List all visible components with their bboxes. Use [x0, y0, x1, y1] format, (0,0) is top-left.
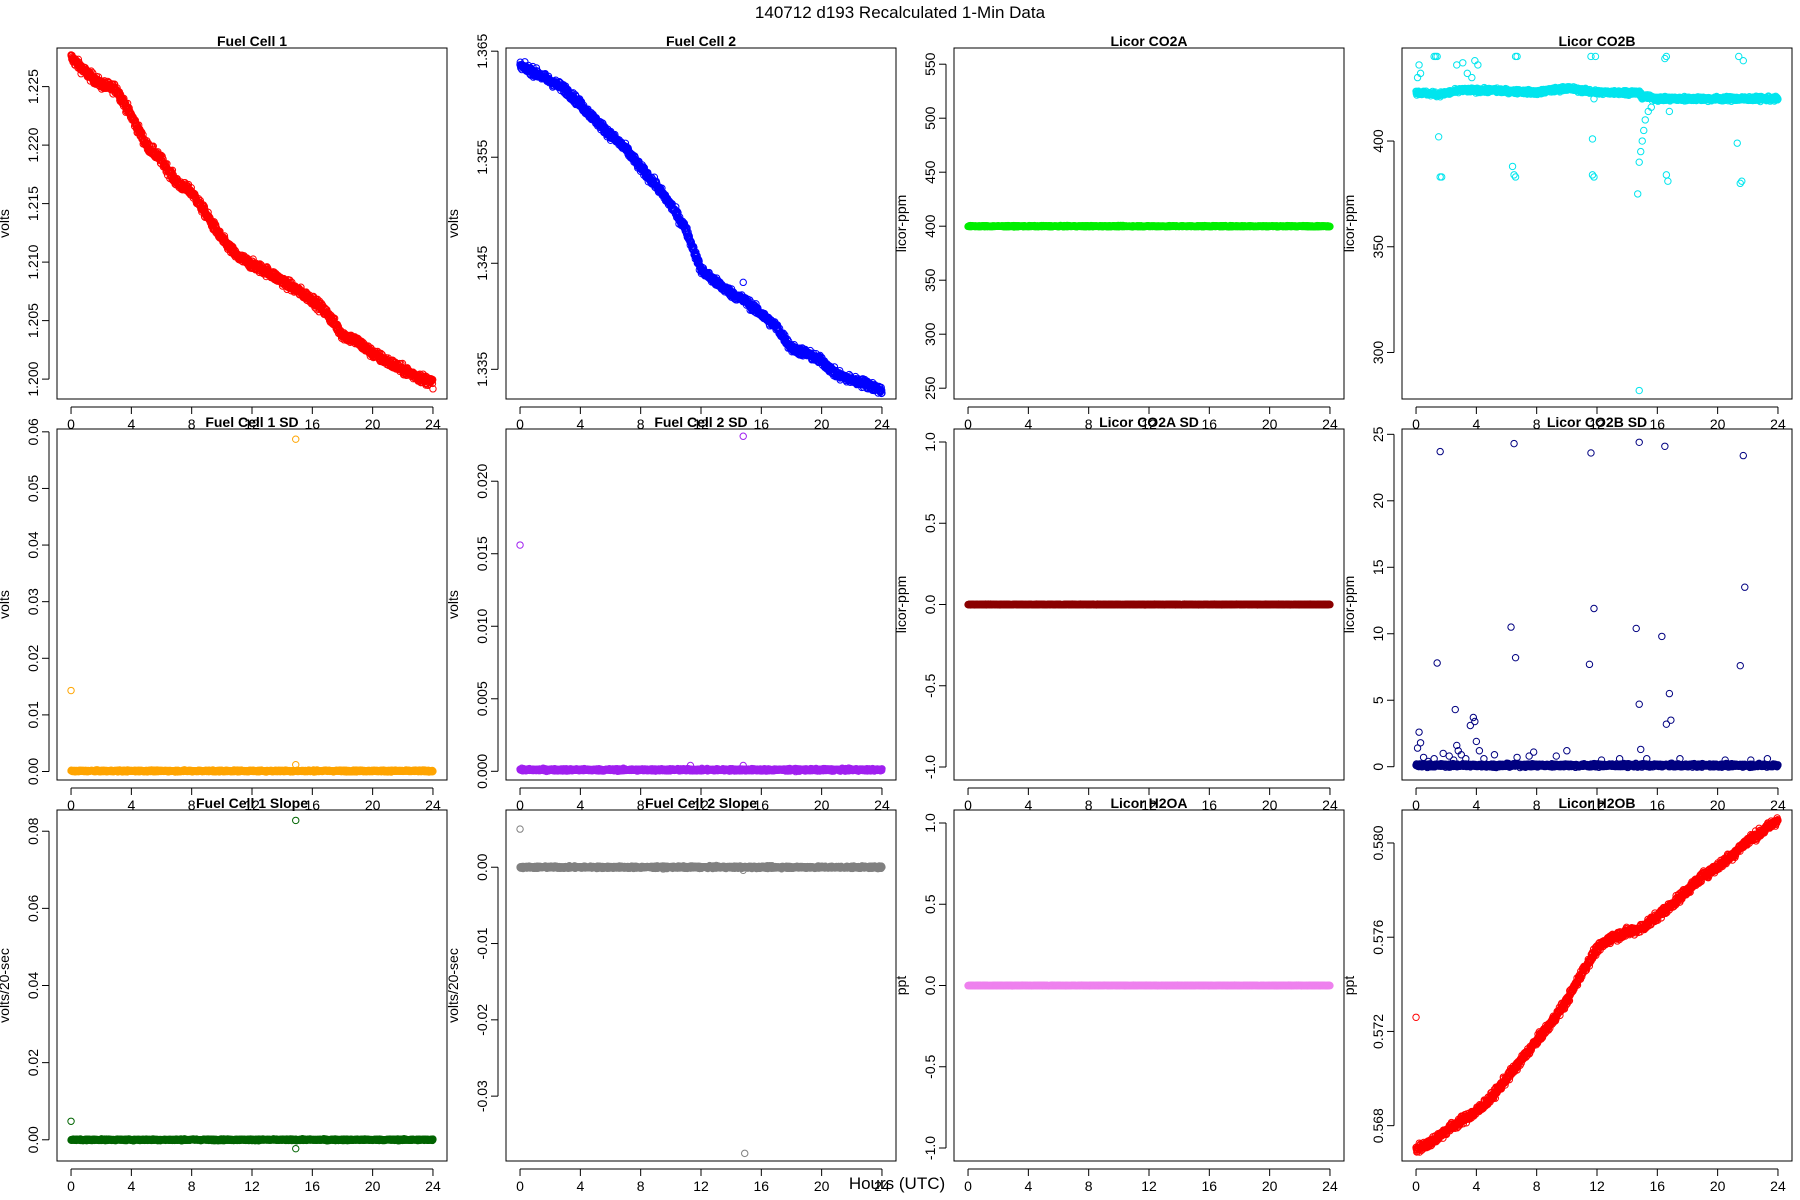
y-tick-label: 1.335: [474, 352, 490, 387]
y-tick-label: 350: [922, 268, 938, 292]
x-tick-label: 16: [305, 416, 321, 432]
data-series: [964, 221, 1334, 231]
y-tick-label: 1.205: [25, 303, 41, 338]
x-tick-label: 8: [1533, 416, 1541, 432]
plot-frame: [505, 47, 897, 400]
x-tick-label: 8: [1085, 416, 1093, 432]
chart-title: Fuel Cell 2: [666, 33, 736, 49]
x-tick-label: 4: [576, 416, 584, 432]
x-tick-label: 20: [1710, 416, 1726, 432]
y-tick-label: 1.220: [25, 127, 41, 162]
outlier-point: [739, 278, 747, 287]
y-axis-label: licor-ppm: [893, 195, 909, 253]
data-series: [67, 51, 437, 393]
y-axis-label: volts: [0, 209, 12, 238]
x-tick-label: 0: [964, 416, 972, 432]
y-tick-label: 300: [922, 322, 938, 346]
y-tick-label: 400: [1370, 129, 1386, 153]
x-tick-label: 8: [188, 416, 196, 432]
x-tick-label: 24: [1770, 416, 1786, 432]
y-tick-label: 300: [1370, 341, 1386, 365]
y-tick-label: 400: [922, 214, 938, 238]
y-tick-label: 1.345: [474, 246, 490, 281]
x-tick-label: 20: [1262, 416, 1278, 432]
x-tick-label: 20: [814, 416, 830, 432]
y-axis-label: licor-ppm: [1341, 195, 1357, 253]
x-tick-label: 0: [516, 416, 524, 432]
y-tick-label: 1.215: [25, 186, 41, 221]
x-tick-label: 20: [365, 416, 381, 432]
y-tick-label: 350: [1370, 235, 1386, 259]
y-tick-label: 1.355: [474, 139, 490, 174]
plot-frame: [56, 47, 448, 400]
x-tick-label: 24: [425, 416, 441, 432]
chart-panel: Fuel Cell 1 0 4 8 12 16 20 24 1.200 1.205 1.210 1.2…: [0, 33, 448, 432]
x-tick-label: 24: [1322, 416, 1338, 432]
x-tick-label: 16: [1650, 416, 1666, 432]
y-axis-label: volts: [445, 209, 461, 238]
x-tick-label: 0: [67, 416, 75, 432]
x-tick-label: 4: [1472, 416, 1480, 432]
y-tick-label: 550: [922, 52, 938, 76]
y-tick-label: 1.210: [25, 244, 41, 279]
x-tick-label: 16: [754, 416, 770, 432]
chart-panel: Fuel Cell 20 4 8 12 16 20 241.3351.3451.3551.3…: [445, 33, 897, 432]
x-tick-label: 12: [244, 416, 260, 432]
y-tick-label: 500: [922, 106, 938, 130]
x-tick-label: 4: [1024, 416, 1032, 432]
data-series: [516, 58, 886, 398]
chart-title: Licor CO2A: [1110, 33, 1187, 49]
y-tick-label: 1.225: [25, 69, 41, 104]
chart-title: Licor CO2B: [1558, 33, 1635, 49]
y-tick-label: 250: [922, 376, 938, 400]
page-title: 140712 d193 Recalculated 1-Min Data: [755, 3, 1046, 22]
panels: Fuel Cell 1 0 4 8 12 16 20 24 1.200 1.205 1.210 1.2…: [0, 33, 1793, 1194]
y-tick-label: 450: [922, 160, 938, 184]
y-tick-label: 1.200: [25, 361, 41, 396]
x-tick-label: 24: [874, 416, 890, 432]
x-tick-label: 8: [637, 416, 645, 432]
data-point: [123, 99, 132, 108]
data-point: [87, 67, 95, 75]
x-tick-label: 0: [1412, 416, 1420, 432]
x-tick-label: 4: [127, 416, 135, 432]
x-tick-label: 16: [1202, 416, 1218, 432]
data-series: [1412, 52, 1782, 395]
data-point: [120, 94, 128, 103]
chart-title: Fuel Cell 1: [217, 33, 287, 49]
y-tick-label: 1.365: [474, 33, 490, 68]
